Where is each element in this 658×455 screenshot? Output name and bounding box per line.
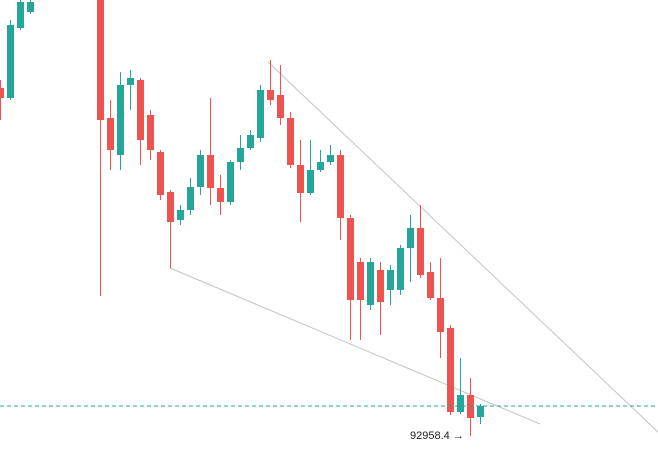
candle-body	[107, 118, 114, 150]
candle-body	[27, 2, 34, 12]
candle-body	[297, 165, 304, 193]
candle-body	[307, 170, 314, 193]
trend-line-upper	[267, 61, 658, 433]
trend-line-lower	[169, 267, 541, 425]
candle-body	[0, 88, 4, 98]
candle-body	[17, 2, 24, 28]
candle-body	[7, 25, 14, 98]
candle-body	[457, 395, 464, 412]
candles	[0, 0, 658, 436]
candle-body	[167, 192, 174, 222]
candle-body	[147, 115, 154, 150]
candle-body	[117, 85, 124, 155]
candle-body	[327, 155, 334, 162]
candle-body	[347, 218, 354, 300]
candle-body	[197, 155, 204, 187]
candle-body	[187, 187, 194, 210]
candle-body	[387, 270, 394, 290]
candle-body	[477, 406, 484, 417]
candle-body	[217, 188, 224, 202]
low-price-label: 92958.4 →	[410, 430, 464, 442]
candle-body	[277, 95, 284, 118]
candle-body	[397, 248, 404, 290]
candle-body	[127, 78, 134, 85]
candle-body	[267, 90, 274, 100]
candle-body	[427, 272, 434, 298]
candle-body	[177, 210, 184, 220]
candle-body	[317, 162, 324, 170]
candle-body	[407, 228, 414, 248]
candle-body	[237, 148, 244, 162]
candle-body	[377, 270, 384, 302]
candle-body	[247, 135, 254, 148]
candle-body	[447, 328, 454, 412]
candle-body	[357, 262, 364, 300]
candle-body	[157, 152, 164, 195]
candle-body	[417, 228, 424, 275]
candle-body	[287, 118, 294, 165]
candle-body	[227, 162, 234, 202]
candle-body	[257, 90, 264, 138]
candle-body	[367, 262, 374, 305]
candle-body	[337, 155, 344, 218]
candle-body	[137, 80, 144, 140]
candle-body	[437, 298, 444, 332]
candle-body	[97, 0, 104, 120]
candle-body	[207, 155, 214, 188]
